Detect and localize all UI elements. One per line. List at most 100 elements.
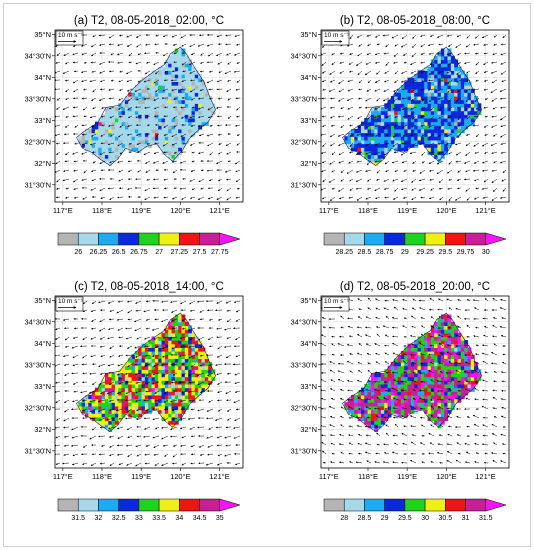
temperature-cell <box>101 139 106 145</box>
temperature-cell <box>470 92 475 97</box>
temperature-cell <box>168 70 173 75</box>
wind-arrow <box>208 88 214 91</box>
temperature-cell <box>174 48 179 53</box>
temperature-cell <box>148 128 153 134</box>
temperature-cell <box>131 132 136 137</box>
temperature-cell <box>437 99 442 104</box>
temperature-cell <box>437 128 442 134</box>
wind-arrow <box>331 61 336 66</box>
temperature-cell <box>141 132 146 137</box>
wind-arrow <box>189 142 196 146</box>
temperature-cell <box>407 128 412 134</box>
temperature-cell <box>464 117 469 123</box>
temperature-cell <box>390 125 395 130</box>
temperature-cell <box>460 99 465 104</box>
temperature-cell <box>148 106 153 112</box>
temperature-cell <box>144 143 149 148</box>
temperature-cell <box>161 103 166 108</box>
wind-arrow <box>56 151 61 155</box>
lon-tick-label: 118°E <box>92 472 112 481</box>
temperature-cell <box>178 63 183 68</box>
temperature-cell <box>108 143 113 148</box>
temperature-cell <box>354 128 359 134</box>
temperature-cell <box>114 154 119 159</box>
temperature-cell <box>450 59 455 64</box>
wind-arrow <box>119 124 124 128</box>
temperature-cell <box>387 147 392 152</box>
lon-tick-label: 121°E <box>209 206 230 215</box>
temperature-cell <box>377 147 382 152</box>
colorbar-swatch <box>343 498 365 512</box>
temperature-cell <box>460 103 465 108</box>
wind-arrow <box>181 115 187 119</box>
temperature-cell <box>424 121 429 126</box>
temperature-cell <box>454 59 459 64</box>
temperature-cell <box>154 136 159 141</box>
temperature-cell <box>407 85 412 90</box>
temperature-cell <box>404 106 409 112</box>
temperature-cell <box>410 121 415 126</box>
temperature-cell <box>417 117 422 123</box>
wind-arrow <box>62 106 70 110</box>
temperature-cell <box>191 70 196 75</box>
temperature-cell <box>370 136 375 141</box>
temperature-cell <box>387 121 392 126</box>
temperature-cell <box>134 139 139 145</box>
wind-arrow <box>188 61 196 66</box>
temperature-cell <box>367 158 372 163</box>
temperature-cell <box>144 77 149 82</box>
wind-arrow <box>82 196 88 200</box>
temperature-cell <box>124 106 129 112</box>
temperature-cell <box>181 59 186 64</box>
wind-arrow <box>119 34 124 37</box>
temperature-cell <box>444 81 449 86</box>
temperature-cell <box>404 110 409 115</box>
temperature-cell <box>447 132 452 137</box>
colorbar-label: 34 <box>175 515 183 522</box>
temperature-cell <box>84 136 89 141</box>
temperature-cell <box>148 103 153 108</box>
temperature-cell <box>171 121 176 126</box>
temperature-cell <box>464 110 469 115</box>
temperature-cell <box>454 110 459 115</box>
temperature-cell <box>344 139 349 145</box>
colorbar-label: 29.5 <box>398 515 412 522</box>
lon-tick-label: 117°E <box>319 472 339 481</box>
lon-tick-label: 121°E <box>209 472 230 481</box>
temperature-cell <box>191 99 196 104</box>
colorbar-label: 28.5 <box>358 515 372 522</box>
temperature-cell <box>410 136 415 141</box>
wind-arrow <box>153 61 160 66</box>
temperature-cell <box>121 136 126 141</box>
temperature-cell <box>128 106 133 112</box>
wind-arrow <box>216 115 223 118</box>
temperature-cell <box>164 66 169 72</box>
wind-arrow <box>136 43 142 48</box>
temperature-cell <box>201 103 206 108</box>
temperature-cell <box>434 81 439 86</box>
wind-arrow <box>83 61 88 64</box>
temperature-cell <box>124 139 129 145</box>
wind-arrow <box>236 61 241 64</box>
temperature-cell <box>144 110 149 115</box>
wind-arrow <box>217 61 223 65</box>
temperature-cell <box>168 136 173 141</box>
lat-tick-label: 32°30'N <box>290 403 317 412</box>
wind-arrow <box>108 124 115 127</box>
reference-label: 10 m s⁻¹ <box>58 298 84 305</box>
temperature-cell <box>417 110 422 115</box>
temperature-cell <box>414 136 419 141</box>
temperature-cell <box>394 106 399 112</box>
temperature-cell <box>128 114 133 119</box>
temperature-cell <box>384 128 389 134</box>
wind-arrow <box>173 124 178 128</box>
temperature-cell <box>450 55 455 61</box>
colorbar-label: 27.75 <box>211 249 229 256</box>
temperature-cell <box>131 125 136 130</box>
wind-arrow <box>91 178 97 182</box>
temperature-cell <box>420 106 425 112</box>
temperature-cell <box>440 132 445 137</box>
temperature-cell <box>434 92 439 97</box>
temperature-cell <box>204 110 209 115</box>
wind-arrow <box>164 106 169 109</box>
